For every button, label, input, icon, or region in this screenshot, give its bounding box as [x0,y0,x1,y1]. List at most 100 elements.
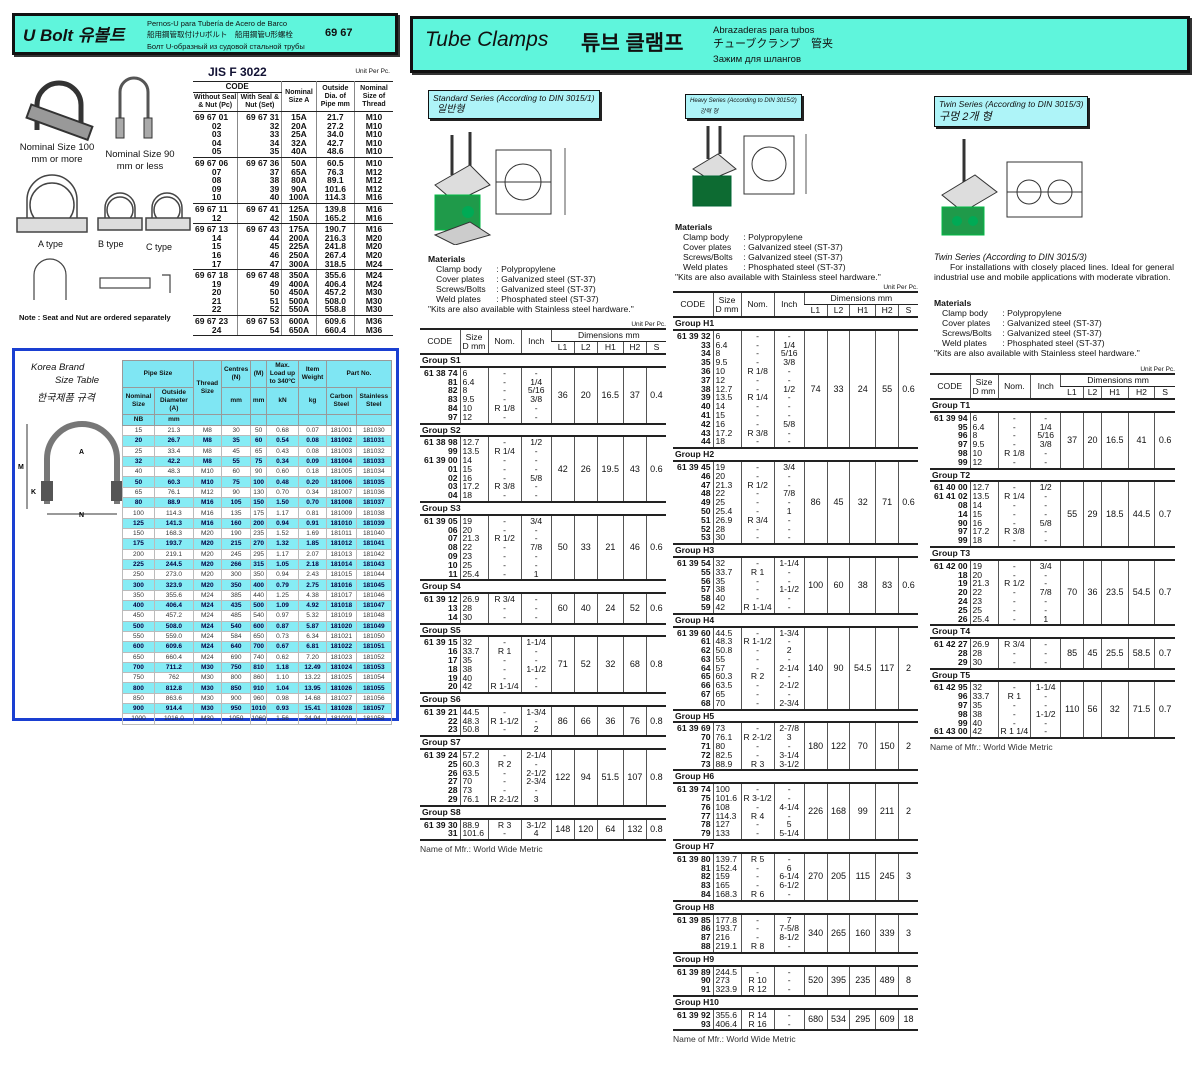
inch: - [534,490,538,501]
nom: - [503,376,507,387]
table-cell: 457.2 [153,610,194,622]
table-cell: 42.2 [153,455,194,468]
dim-l2: 20 [573,366,598,425]
dim-l2: 168 [826,783,850,842]
nom: - [756,741,760,752]
nom: - [756,653,760,664]
code: 71 [700,741,711,752]
code-cell: 61 39 21 22 23 [420,705,460,738]
code-cell: 61 39 92 93 [673,1008,713,1032]
ubolt-code-no: 69 67 [325,27,353,39]
inch: - [787,941,791,951]
code-without: 69 67 11 [195,203,228,214]
nom: - [756,401,760,412]
table-cell: 181027 [326,692,357,705]
size: 100 [715,784,730,795]
table-cell: 181006 [326,476,357,488]
inch: - [1044,604,1048,615]
nom-cell: -R 1/4- - - R 3/8- [487,436,522,503]
inch: 7/8 [783,488,796,499]
table-cell: 750 [220,661,252,674]
nom-cell: -R 1---R 1-1/4 [487,636,522,695]
code-with: 42 [269,212,280,223]
table-cell: 700 [122,661,155,674]
code-without: 08 [211,175,222,186]
nom: - [756,880,760,891]
table-cell: 600 [122,641,155,653]
dim-s: 0.6 [898,460,918,546]
table-cell: M8 [192,435,222,447]
table-cell: 40 [122,466,155,478]
inch: 2-3/4 [526,776,546,787]
group-name: Group H5 [673,708,918,724]
inch: - [1044,699,1048,710]
table-cell: 315 [250,558,267,571]
twin-series-table: Unit Per Pc. CODE Size D mm Nom. Inch Dimensi… [930,366,1175,752]
table-cell: M8 [192,424,222,437]
table-row: 600 609.6 M24 640 700 0.67 6.81 181022 181051 [122,641,393,653]
group-row: Group H1 [673,316,918,331]
col-load: Max. Load up to 340ºC [265,360,300,388]
code-cell: 61 39 30 31 [420,818,460,842]
group-row: Group S6 [420,692,666,707]
inch: 1-1/4 [779,557,799,568]
table-cell: 193.7 [153,538,194,550]
material-part: Weld plates [436,294,481,304]
c-type-label: C type [146,242,173,252]
table-cell: 215 [220,538,252,550]
dim-h1: 64 [596,818,624,842]
dim-h2: 52 [622,593,647,625]
twin-desc-text: For installations with closely placed li… [934,262,1174,282]
inch-cell: -- [773,1008,805,1032]
material-item: Clamp body : Polypropylene [428,264,634,274]
thread-size: M16 [365,212,383,223]
code-without: 69 67 23 [195,316,229,327]
nom: R 16 [748,1018,767,1029]
material-part: Cover plates [942,318,991,328]
code: 56 [700,575,711,586]
nominal-size: 650A [288,324,310,335]
table-cell: 48.3 [153,466,194,478]
table-cell: 800 [220,672,252,684]
code-cell: 61 39 80 81 82 83 84 [673,852,713,902]
group-row: Group H4 [673,612,918,628]
table-cell: 181057 [355,703,393,715]
ubolt-sub-es: Pernos-U para Tubería de Acero de Barco [147,19,288,28]
size: 60.3 [715,671,733,682]
outside-dia: 558.8 [324,304,346,315]
inch-cell: 1-1/4- -1-1/2- - [520,636,552,695]
nom: - [1012,412,1016,423]
nom: R 3/8 [747,427,768,438]
inch: - [534,758,538,769]
table-cell: 1010 [250,703,267,715]
code: 07 [447,533,458,544]
code: 09 [447,550,458,561]
code: 20 [447,681,458,692]
code-cell: 61 39 69 70 71 72 73 [673,722,713,772]
size: 17.2 [462,481,480,492]
jis-table: CODE Nominal Size A Outside Dia. of Pipe… [193,81,393,337]
size: 26.9 [715,514,733,525]
nom: - [1012,595,1016,606]
code-without: 17 [211,258,222,269]
inch: 1-1/2 [1035,708,1056,719]
nom: - [756,436,760,447]
table-cell: 150 [122,527,155,540]
size: 101.6 [715,793,738,804]
nom: - [1012,717,1016,728]
table-cell: 181011 [326,527,357,540]
nom-cell: R 3/4- - [997,638,1031,670]
size: 40 [462,672,473,683]
dim-l1: 110 [1060,681,1084,740]
code: 28 [447,785,458,796]
inch-cell: -1/4 5/16 3/8- - [520,366,552,425]
outside-dia: 457.2 [324,287,346,298]
group-name: Group H2 [673,447,918,462]
size: 127 [715,819,730,830]
dim-h2: 150 [875,722,899,772]
size: 50.8 [715,645,733,656]
material-value: Galvanized steel (ST-37) [501,284,596,294]
standard-series-label: Standard Series (According to DIN 3015/1… [428,90,600,119]
col-size: Size D mm [459,328,488,355]
table-cell: 0.60 [265,466,300,478]
